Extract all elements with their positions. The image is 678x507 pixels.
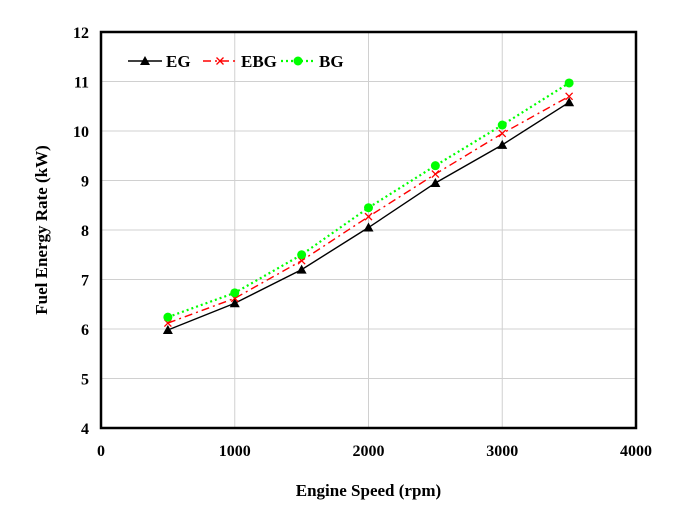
data-point-bg — [297, 250, 307, 260]
data-point-bg — [364, 203, 373, 213]
series-layer — [162, 78, 575, 334]
y-axis-title: Fuel Energy Rate (kW) — [32, 145, 51, 315]
data-point-bg — [163, 312, 173, 322]
legend-label-bg: BG — [319, 52, 344, 71]
legend-marker-eg — [140, 56, 150, 65]
x-tick-label: 4000 — [620, 443, 652, 460]
data-point-ebg — [431, 170, 440, 179]
data-point-eg — [497, 139, 508, 149]
x-axis-title: Engine Speed (rpm) — [296, 481, 441, 500]
data-point-eg — [564, 97, 575, 107]
y-tick-label: 4 — [81, 421, 89, 438]
data-point-bg — [230, 288, 240, 298]
x-tick-label: 1000 — [219, 443, 251, 460]
data-point-eg — [363, 222, 374, 232]
x-tick-label: 2000 — [353, 443, 385, 460]
legend-label-ebg: EBG — [241, 52, 277, 71]
data-point-ebg — [498, 129, 507, 138]
y-tick-label: 11 — [74, 75, 89, 92]
plot-area — [99, 30, 638, 430]
tick-labels: 4 5 6 7 8 9 10 11 12 0 1000 2000 3000 4000 — [73, 25, 652, 460]
legend-marker-bg — [293, 56, 303, 66]
data-point-ebg — [364, 212, 373, 221]
y-tick-label: 9 — [81, 174, 89, 191]
data-point-eg — [296, 264, 307, 274]
legend-marker-ebg — [216, 57, 224, 65]
data-point-bg — [497, 120, 507, 130]
y-tick-label: 7 — [81, 273, 89, 290]
y-tick-label: 5 — [81, 372, 89, 389]
data-point-bg — [430, 161, 440, 171]
y-tick-label: 6 — [81, 322, 89, 339]
x-tick-label: 3000 — [486, 443, 518, 460]
x-tick-label: 0 — [97, 443, 105, 460]
data-point-eg — [229, 298, 240, 308]
data-point-bg — [564, 78, 574, 88]
y-tick-label: 10 — [73, 124, 89, 141]
data-point-ebg — [565, 92, 574, 101]
legend-label-eg: EG — [166, 52, 191, 71]
y-tick-label: 8 — [81, 223, 89, 240]
data-point-eg — [162, 324, 173, 334]
y-tick-label: 12 — [73, 25, 89, 42]
data-point-eg — [430, 177, 441, 187]
legend: EG EBG BG — [128, 52, 344, 71]
